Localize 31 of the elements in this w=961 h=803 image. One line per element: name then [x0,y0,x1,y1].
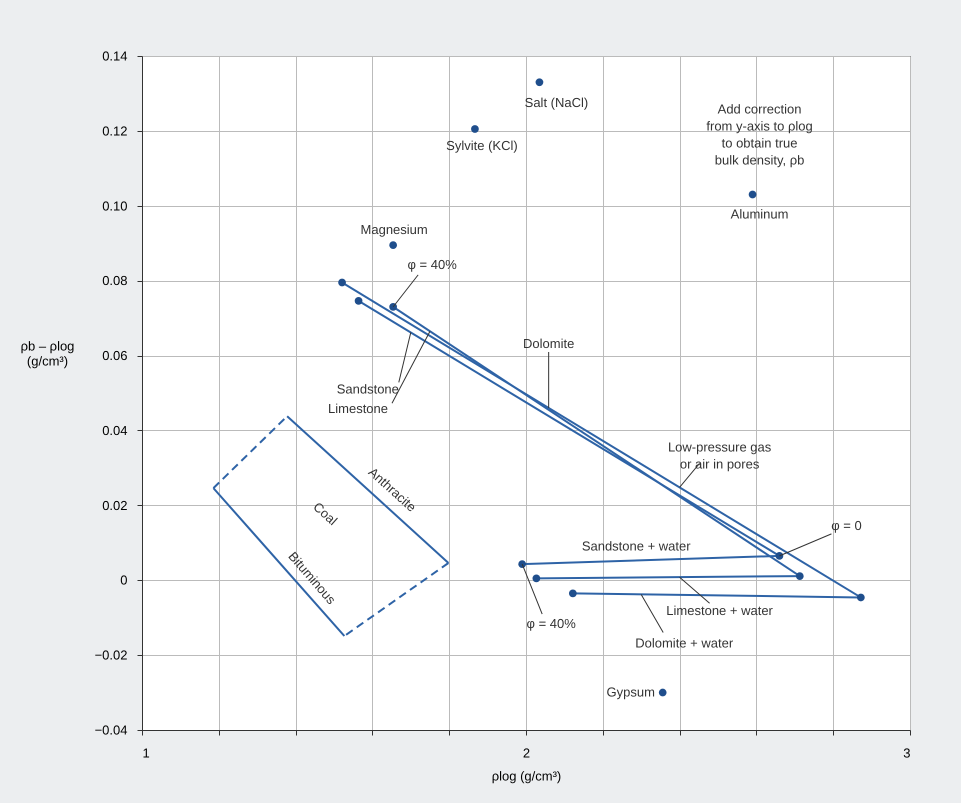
y-tick-label: 0.14 [102,48,128,64]
annotation: Aluminum [730,206,788,222]
x-tick-label: 2 [522,746,530,760]
x-tick-label: 3 [903,746,910,760]
annotation: Sandstone [336,381,399,396]
y-tick-label: 0.10 [102,198,128,214]
y-tick-label: 0 [120,572,128,588]
annotation: Limestone [328,401,388,416]
y-axis-title: ρb – ρlog (g/cm³) [20,338,74,368]
x-tick-label: 1 [142,746,150,760]
y-tick-label: 0.04 [102,422,128,438]
annotation: Gypsum [606,684,655,700]
annotation: Low-pressure gas or air in pores [668,439,772,472]
annotation: Sandstone + water [582,538,692,554]
annotation: Add correction from y-axis to ρlog to obtain true bulk density, ρb [706,102,813,168]
annotation: Limestone + water [666,603,774,618]
annotation: Magnesium [360,222,428,238]
y-tick-label: −0.02 [94,648,128,663]
annotation: Dolomite [523,336,574,351]
annotation: φ = 40% [526,616,576,632]
y-tick-label: −0.04 [94,722,128,738]
annotation: Sylvite (KCl) [446,138,518,154]
y-tick-label: 0.02 [102,498,128,513]
annotation: Dolomite + water [635,635,734,650]
y-tick-label: 0.06 [102,348,128,364]
y-tick-label: 0.08 [102,273,128,288]
x-axis-title: ρlog (g/cm³) [492,768,562,784]
annotation: φ = 0 [831,518,862,533]
annotation: Salt (NaCl) [524,95,588,110]
y-tick-label: 0.12 [102,123,128,138]
annotation: φ = 40% [408,256,458,272]
